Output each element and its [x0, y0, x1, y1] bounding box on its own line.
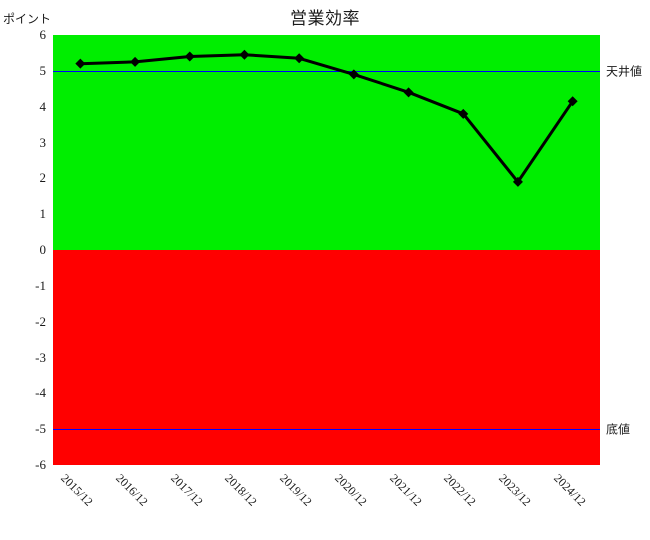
x-tick-label: 2022/12 [441, 471, 480, 509]
ceiling-label: 天井値 [606, 64, 643, 79]
x-tick-label: 2016/12 [113, 471, 151, 509]
y-tick-label: 0 [39, 242, 47, 257]
y-tick-label: -6 [35, 457, 46, 472]
y-tick-label: 2 [39, 170, 47, 186]
x-tick-label: 2017/12 [167, 471, 206, 509]
y-axis-label: ポイント [3, 12, 52, 26]
series-line [78, 53, 575, 184]
y-tick-label: 3 [39, 134, 47, 150]
y-tick-label: 6 [39, 27, 47, 42]
data-point-marker [294, 53, 305, 64]
x-tick-label: 2020/12 [331, 471, 370, 509]
y-tick-label: -1 [35, 277, 46, 293]
x-tick-label: 2024/12 [550, 471, 589, 509]
floor-reference-line [53, 429, 600, 430]
data-point-marker [512, 176, 523, 187]
data-point-marker [348, 69, 359, 80]
data-point-marker [403, 87, 414, 98]
floor-label: 底値 [606, 422, 631, 437]
y-axis-ticks: 6 5 4 3 2 1 0 -1 -2 -3 -4 -5 -6 [0, 27, 650, 472]
x-tick-label: 2021/12 [386, 471, 425, 509]
series-markers [75, 49, 578, 187]
plot-area [53, 35, 600, 465]
chart-title: 営業効率 [290, 9, 360, 28]
y-tick-label: -2 [35, 313, 46, 329]
data-point-marker [567, 96, 578, 107]
data-point-marker [184, 51, 195, 62]
data-point-marker [239, 49, 250, 60]
y-tick-label: -3 [35, 349, 46, 365]
positive-band [53, 35, 600, 250]
y-tick-label: -4 [35, 385, 46, 401]
y-tick-label: -5 [35, 421, 46, 437]
y-tick-label: 5 [39, 62, 47, 78]
x-tick-label: 2023/12 [496, 471, 534, 509]
x-tick-label: 2018/12 [222, 471, 261, 509]
y-tick-label: 4 [39, 98, 47, 114]
y-tick-label: 1 [39, 206, 47, 222]
x-tick-label: 2015/12 [58, 471, 97, 509]
data-point-marker [458, 108, 469, 119]
data-point-marker [130, 56, 141, 67]
ceiling-reference-line [53, 71, 600, 72]
x-tick-label: 2019/12 [277, 471, 315, 509]
x-axis-ticks: 2015/12 2016/12 2017/12 2018/12 2019/12 2020/… [0, 465, 650, 540]
series-plot [75, 49, 578, 187]
